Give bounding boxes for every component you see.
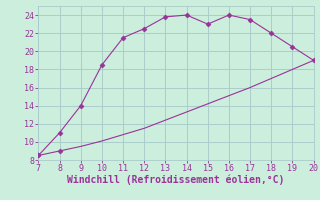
X-axis label: Windchill (Refroidissement éolien,°C): Windchill (Refroidissement éolien,°C) [67, 175, 285, 185]
